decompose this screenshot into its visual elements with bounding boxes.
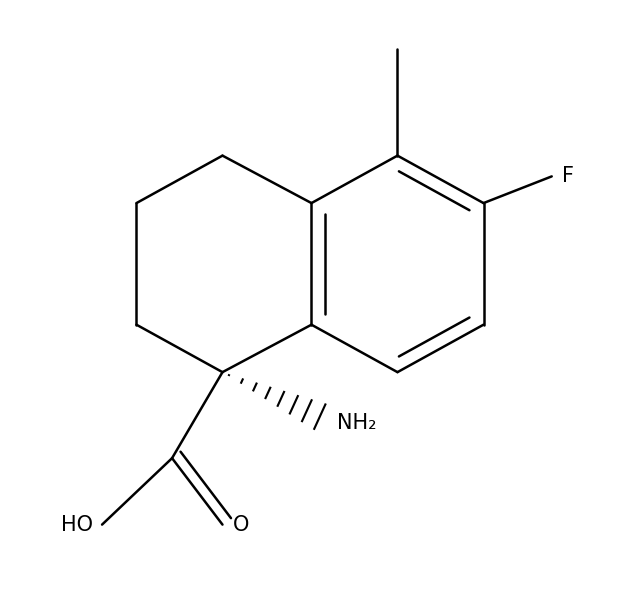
Text: NH₂: NH₂ — [337, 412, 376, 433]
Text: F: F — [563, 166, 574, 187]
Text: HO: HO — [61, 514, 93, 535]
Text: O: O — [233, 514, 249, 535]
